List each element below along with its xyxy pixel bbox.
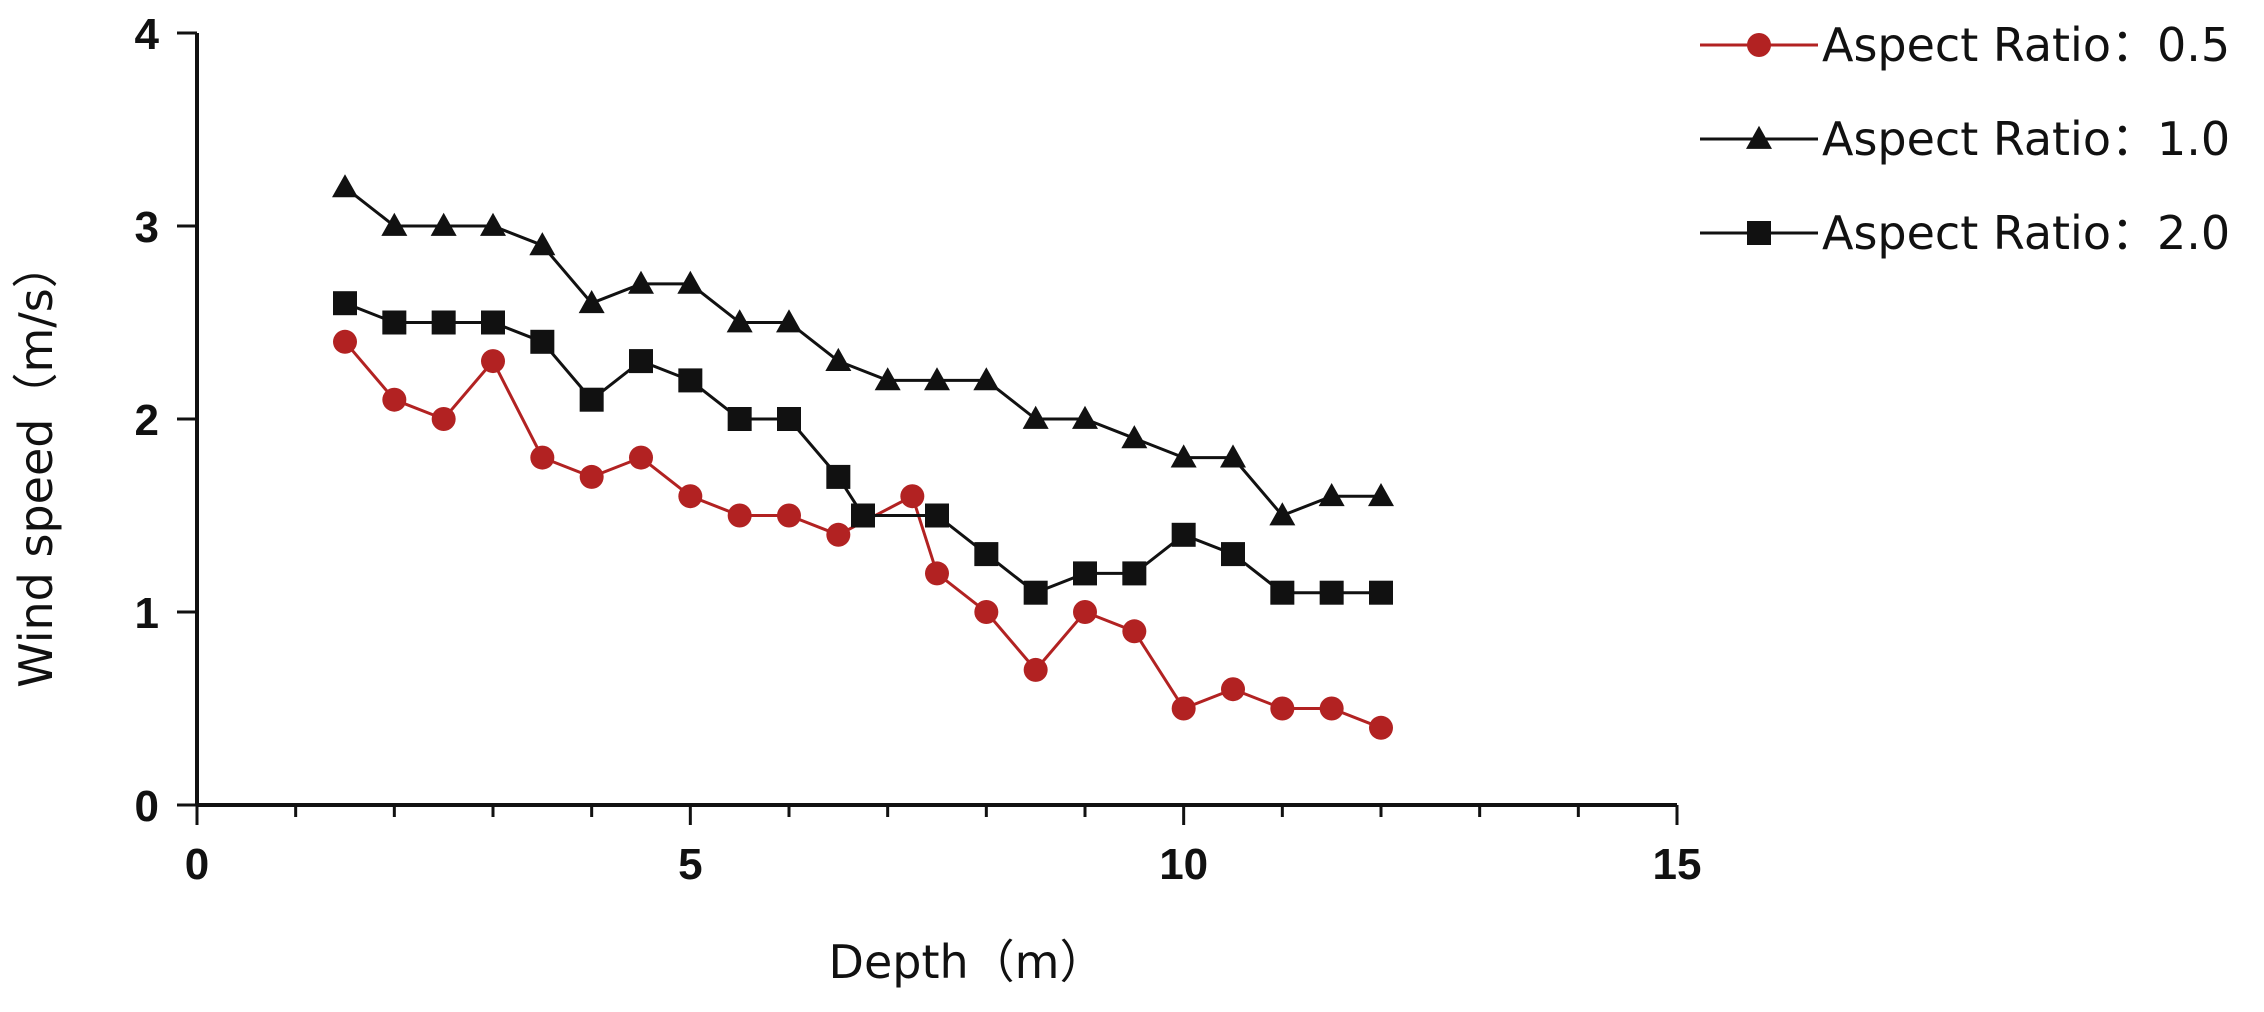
- data-point-triangle: [776, 309, 802, 333]
- data-point-square: [974, 542, 999, 567]
- data-point-circle: [382, 387, 407, 412]
- data-point-triangle: [1269, 502, 1296, 526]
- data-point-triangle: [677, 270, 704, 294]
- data-point-circle: [925, 561, 949, 586]
- data-point-circle: [530, 445, 555, 470]
- data-point-square: [1122, 561, 1147, 586]
- data-point-triangle: [1170, 444, 1197, 468]
- y-tick-label: 2: [135, 396, 159, 445]
- data-point-triangle: [430, 212, 457, 236]
- data-point-square: [579, 387, 604, 412]
- data-point-circle: [900, 484, 925, 509]
- y-tick-label: 3: [135, 203, 159, 252]
- data-point-triangle: [1121, 425, 1148, 449]
- data-point-circle: [1319, 696, 1344, 721]
- data-point-square: [727, 407, 752, 431]
- data-point-circle: [1221, 677, 1245, 702]
- data-point-triangle: [726, 309, 753, 333]
- x-tick-label: 10: [1159, 840, 1208, 889]
- series-line: [343, 340, 1382, 730]
- data-point-triangle: [628, 270, 654, 294]
- legend-label: Aspect Ratio：0.5: [1822, 18, 2230, 72]
- data-point-square: [1023, 580, 1048, 605]
- data-point-triangle: [1318, 483, 1345, 507]
- legend-item: Aspect Ratio：2.0: [1700, 206, 2230, 260]
- data-point-square: [1319, 580, 1344, 605]
- data-point-triangle: [480, 212, 506, 236]
- data-point-circle: [1023, 657, 1048, 682]
- legend-marker-circle: [1747, 33, 1771, 57]
- data-point-square: [925, 503, 949, 528]
- data-point-square: [481, 310, 505, 335]
- axes: 0 5 10 15 0 1 2 3 4: [135, 10, 1702, 889]
- data-point-square: [1221, 542, 1245, 567]
- data-point-square: [431, 310, 456, 335]
- data-point-square: [1369, 580, 1393, 605]
- data-point-triangle: [578, 290, 605, 314]
- data-point-circle: [333, 329, 357, 354]
- data-point-circle: [974, 600, 999, 624]
- series-triangle: [332, 174, 1394, 526]
- data-point-triangle: [924, 367, 950, 391]
- data-point-circle: [1369, 715, 1393, 740]
- legend-marker-triangle: [1746, 125, 1772, 149]
- data-point-circle: [678, 484, 703, 509]
- data-point-square: [629, 349, 653, 374]
- data-point-circle: [727, 503, 752, 528]
- y-axis-title: Wind speed（m/s）: [9, 242, 63, 687]
- legend: Aspect Ratio：0.5 Aspect Ratio：1.0 Aspect R…: [1700, 18, 2230, 260]
- series-line: [344, 186, 1381, 518]
- x-axis-title: Depth（m）: [829, 935, 1106, 989]
- x-tick-label: 5: [678, 840, 702, 889]
- data-point-square: [678, 368, 703, 393]
- data-point-square: [1171, 522, 1196, 547]
- data-point-triangle: [381, 212, 408, 236]
- series-circle: [333, 329, 1393, 740]
- series-square: [333, 291, 1393, 605]
- data-point-circle: [1270, 696, 1295, 721]
- series-layer: [332, 174, 1394, 740]
- legend-item: Aspect Ratio：0.5: [1700, 18, 2230, 72]
- x-tick-label: 0: [185, 840, 209, 889]
- data-point-square: [851, 503, 875, 528]
- data-point-square: [530, 329, 555, 354]
- y-tick-label: 0: [135, 782, 159, 831]
- data-point-triangle: [1220, 444, 1246, 468]
- y-tick-label: 4: [135, 10, 160, 59]
- y-tick-label: 1: [135, 589, 159, 638]
- data-point-square: [826, 464, 851, 489]
- data-point-circle: [481, 349, 505, 374]
- data-point-circle: [1073, 600, 1097, 624]
- data-point-square: [333, 291, 357, 316]
- data-point-circle: [629, 445, 653, 470]
- legend-label: Aspect Ratio：1.0: [1822, 112, 2230, 166]
- data-point-triangle: [1072, 405, 1098, 429]
- data-point-square: [1073, 561, 1097, 586]
- data-point-circle: [431, 407, 456, 431]
- data-point-triangle: [874, 367, 901, 391]
- data-point-circle: [777, 503, 801, 528]
- series-line: [344, 301, 1381, 595]
- data-point-circle: [1171, 696, 1196, 721]
- data-point-circle: [579, 464, 604, 489]
- data-point-square: [1270, 580, 1295, 605]
- data-point-triangle: [973, 367, 1000, 391]
- data-point-triangle: [332, 174, 358, 198]
- legend-item: Aspect Ratio：1.0: [1700, 112, 2230, 166]
- data-point-triangle: [1022, 405, 1049, 429]
- legend-marker-square: [1747, 221, 1771, 245]
- data-point-square: [382, 310, 407, 335]
- data-point-square: [777, 407, 801, 431]
- data-point-triangle: [825, 347, 852, 371]
- data-point-triangle: [529, 232, 556, 256]
- x-tick-label: 15: [1653, 840, 1702, 889]
- legend-label: Aspect Ratio：2.0: [1822, 206, 2230, 260]
- data-point-circle: [826, 522, 851, 547]
- data-point-circle: [1122, 619, 1147, 644]
- data-point-triangle: [1368, 483, 1394, 507]
